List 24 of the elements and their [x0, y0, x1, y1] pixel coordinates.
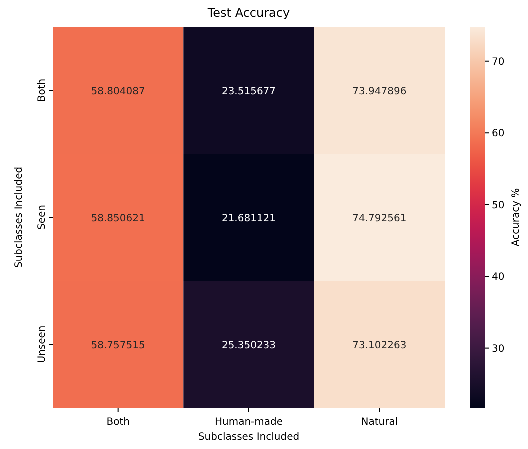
color-bar-label: 50: [492, 200, 505, 212]
chart-title: Test Accuracy: [206, 6, 290, 20]
x-tick-label: Natural: [361, 417, 398, 428]
data-label: 73.102263: [352, 340, 407, 352]
color-bar-label: 70: [492, 56, 505, 68]
data-label: 58.757515: [91, 340, 146, 352]
data-label: 25.350233: [222, 340, 276, 352]
data-label: 21.681121: [222, 214, 276, 224]
y-tick-label: Unseen: [37, 326, 48, 364]
data-label: 58.850621: [91, 214, 146, 224]
data-label: 73.947896: [352, 86, 407, 98]
y-tick-label: Both: [37, 78, 48, 102]
color-bar-title: Accuracy %: [511, 188, 522, 247]
y-tick-label: Seen: [37, 205, 48, 230]
data-label: 58.804087: [91, 86, 146, 98]
color-bar-label: 60: [492, 128, 505, 140]
y-axis-title: Subclasses Included: [14, 166, 25, 268]
x-axis-title: Subclasses Included: [198, 432, 300, 443]
data-label: 23.515677: [222, 86, 276, 98]
color-bar-label: 40: [492, 272, 505, 284]
x-tick-label: Both: [106, 417, 130, 428]
color-bar-label: 30: [492, 344, 505, 355]
x-tick-label: Human-made: [214, 417, 284, 428]
data-label: 74.792561: [352, 214, 407, 224]
